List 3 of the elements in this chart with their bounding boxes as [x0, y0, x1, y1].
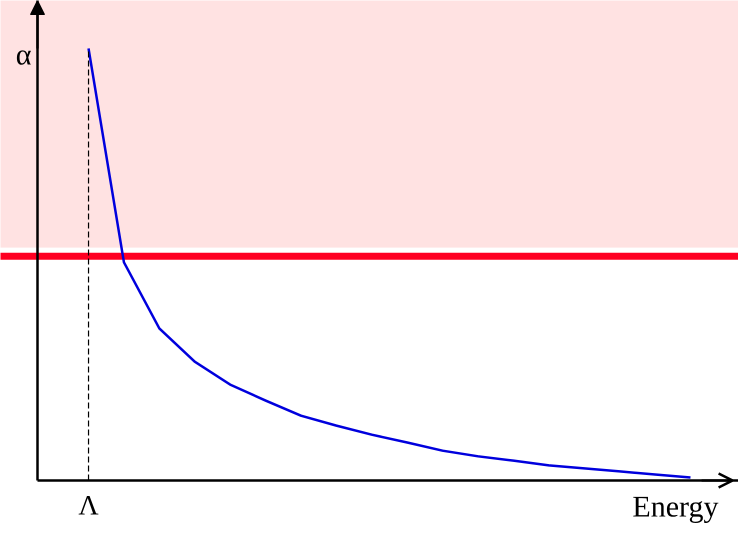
- x-axis-title: Energy: [632, 490, 719, 524]
- text: Λ: [78, 490, 100, 522]
- y-axis-title: α: [16, 38, 32, 72]
